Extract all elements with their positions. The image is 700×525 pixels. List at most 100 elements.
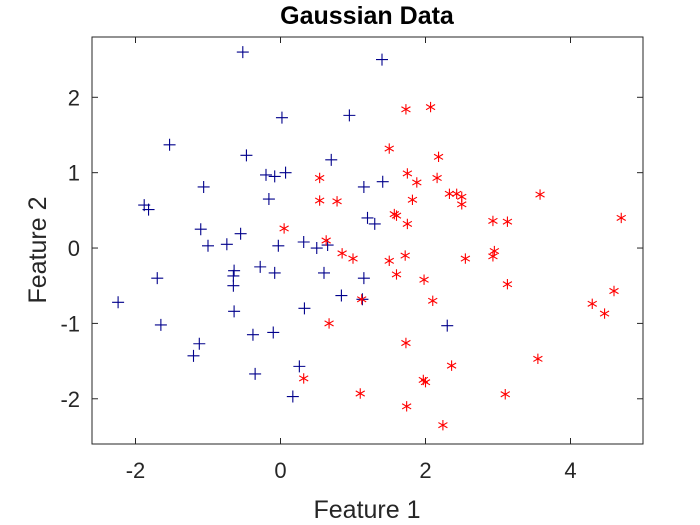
asterisk-marker-point xyxy=(332,196,342,207)
plus-marker-point xyxy=(376,175,389,188)
plus-marker-point xyxy=(187,349,200,362)
plus-marker-point xyxy=(254,260,267,273)
asterisk-marker-point xyxy=(432,172,442,184)
asterisk-marker-point xyxy=(401,401,412,412)
plus-marker-point xyxy=(163,138,176,151)
plus-marker-point xyxy=(310,242,323,255)
y-tick-label: 2 xyxy=(68,85,80,110)
plus-marker-point xyxy=(193,337,206,350)
asterisk-marker-point xyxy=(427,295,438,306)
plus-marker-point xyxy=(361,211,374,224)
plus-marker-point xyxy=(293,360,306,373)
plus-marker-point xyxy=(112,296,125,309)
asterisk-marker-point xyxy=(355,388,366,399)
y-tick-label: -2 xyxy=(60,387,80,412)
plus-marker-point xyxy=(228,305,241,318)
asterisk-marker-point xyxy=(456,199,467,210)
asterisk-marker-point xyxy=(391,269,402,280)
plus-marker-point xyxy=(318,266,330,279)
plus-marker-point xyxy=(260,168,272,181)
asterisk-marker-point xyxy=(446,360,457,371)
asterisk-marker-point xyxy=(391,210,402,221)
asterisk-marker-point xyxy=(412,177,422,188)
asterisk-marker-point xyxy=(384,143,395,154)
x-tick-label: 4 xyxy=(564,458,576,483)
asterisk-marker-point xyxy=(356,294,367,305)
plus-marker-point xyxy=(151,272,164,285)
plus-marker-point xyxy=(298,302,311,315)
asterisk-marker-point xyxy=(444,188,455,199)
plus-marker-point xyxy=(279,166,292,179)
plus-marker-point xyxy=(335,289,348,302)
plus-marker-point xyxy=(275,111,288,124)
asterisk-marker-point xyxy=(438,419,448,431)
asterisk-marker-point xyxy=(488,215,498,227)
plus-marker-point xyxy=(246,328,259,341)
plus-marker-point xyxy=(154,318,167,331)
asterisk-marker-point xyxy=(401,337,411,349)
plus-marker-point xyxy=(234,227,247,240)
y-tick-label: 1 xyxy=(68,161,80,186)
plus-marker-point xyxy=(202,239,214,252)
plus-marker-point xyxy=(268,266,281,279)
axis-ticks: -2 0 2 4 -2 -1 0 1 2 xyxy=(60,37,643,483)
asterisk-marker-point xyxy=(314,172,325,184)
asterisk-marker-point xyxy=(400,250,410,261)
asterisk-marker-point xyxy=(500,389,511,400)
asterisk-marker-point xyxy=(533,353,543,365)
asterisk-marker-point xyxy=(321,235,331,246)
plus-marker-point xyxy=(368,217,381,230)
plus-marker-point xyxy=(142,203,155,216)
chart-title: Gaussian Data xyxy=(280,2,455,30)
asterisk-marker-point xyxy=(425,101,436,113)
plus-marker-point xyxy=(262,193,275,206)
plus-marker-point xyxy=(220,238,233,251)
asterisk-marker-point xyxy=(599,308,610,319)
plus-marker-point xyxy=(325,153,338,166)
asterisk-marker-point xyxy=(535,189,545,200)
plus-marker-point xyxy=(286,390,299,403)
x-tick-label: 0 xyxy=(274,458,286,483)
asterisk-marker-point xyxy=(433,151,444,163)
asterisk-marker-point xyxy=(298,373,309,384)
asterisk-marker-point xyxy=(402,218,413,230)
y-axis-label: Feature 2 xyxy=(24,196,52,303)
plus-marker-point xyxy=(197,180,210,193)
asterisk-marker-point xyxy=(502,279,513,290)
asterisk-marker-point xyxy=(419,274,429,285)
plus-marker-point xyxy=(268,170,281,183)
asterisk-marker-point xyxy=(587,298,598,310)
asterisk-marker-point xyxy=(502,216,513,227)
asterisk-marker-point xyxy=(402,168,413,179)
asterisk-marker-point xyxy=(609,285,619,297)
asterisk-marker-point xyxy=(384,255,395,267)
asterisk-marker-point xyxy=(348,253,358,264)
asterisk-marker-point xyxy=(279,223,289,234)
plus-marker-point xyxy=(249,367,262,380)
x-axis-label: Feature 1 xyxy=(313,496,420,524)
asterisk-marker-point xyxy=(407,194,418,205)
asterisk-marker-point xyxy=(401,104,411,115)
data-marks xyxy=(112,46,627,431)
plus-marker-point xyxy=(267,326,280,339)
x-tick-label: 2 xyxy=(419,458,431,483)
plus-marker-point xyxy=(236,46,249,59)
asterisk-marker-point xyxy=(324,318,334,329)
asterisk-marker-point xyxy=(489,245,500,257)
y-tick-label: -1 xyxy=(60,311,80,336)
plus-marker-point xyxy=(297,236,310,249)
asterisk-marker-point xyxy=(420,376,431,388)
asterisk-marker-point xyxy=(460,253,471,264)
plus-marker-point xyxy=(343,109,356,122)
asterisk-marker-point xyxy=(314,195,325,206)
plus-marker-point xyxy=(228,264,241,277)
asterisk-marker-point xyxy=(337,248,347,259)
plus-marker-point xyxy=(227,279,240,292)
plus-marker-point xyxy=(272,239,285,252)
plus-marker-point xyxy=(441,319,454,332)
plus-marker-point xyxy=(357,272,370,285)
plus-marker-point xyxy=(194,223,207,236)
plot-area xyxy=(91,36,644,445)
x-tick-label: -2 xyxy=(126,458,146,483)
